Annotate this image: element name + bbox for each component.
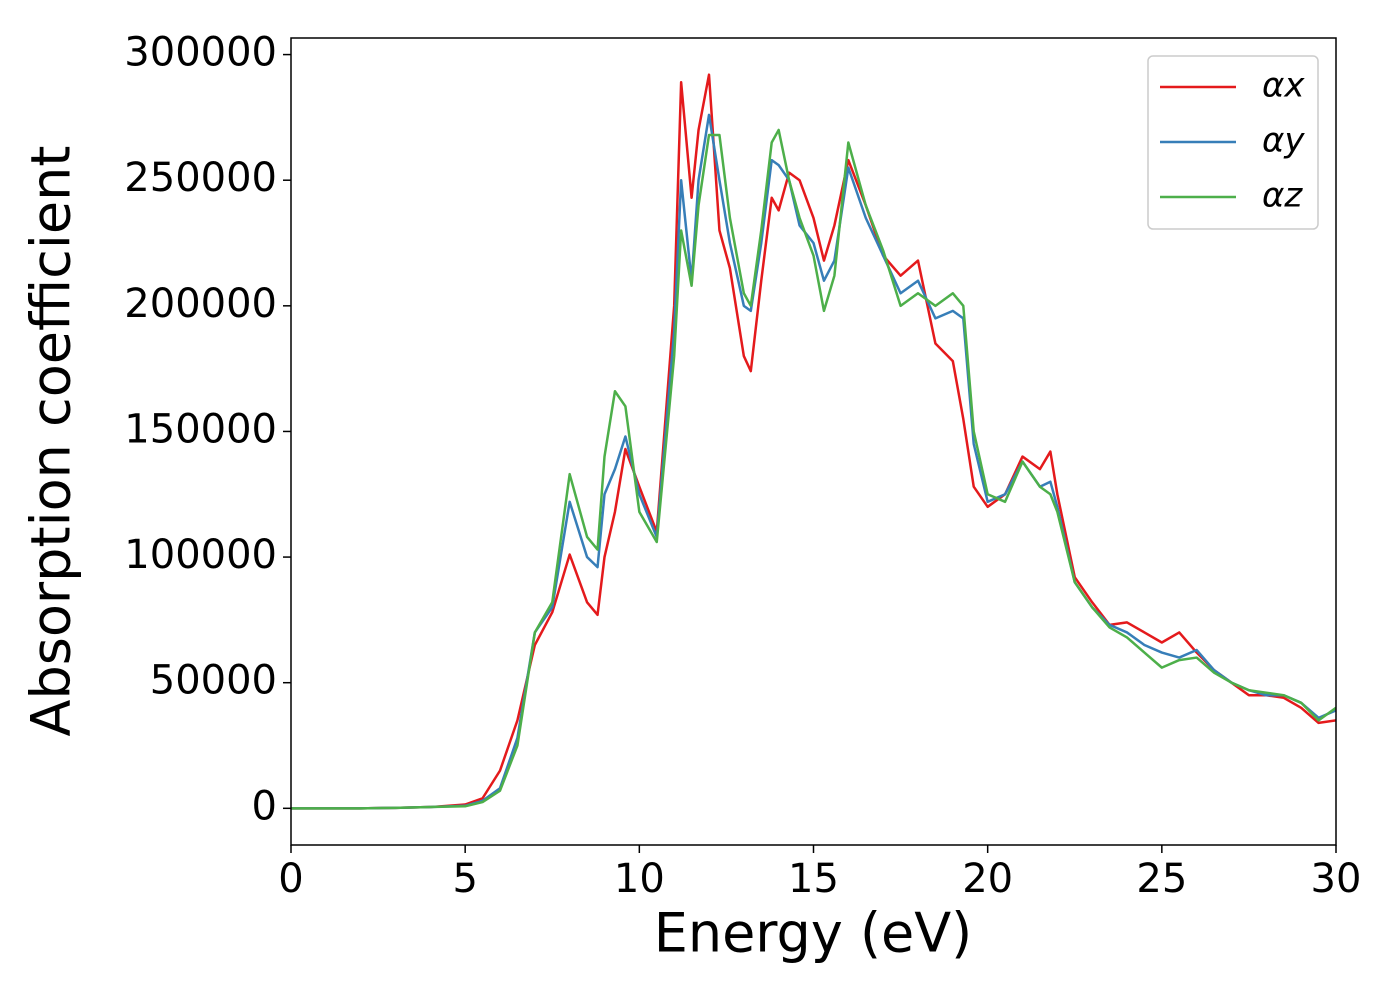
y-tick-label: 150000 bbox=[124, 406, 277, 452]
legend-label: αz bbox=[1262, 176, 1303, 216]
plot-frame bbox=[290, 37, 1337, 846]
x-tick-label: 30 bbox=[1311, 856, 1362, 902]
x-axis-label: Energy (eV) bbox=[654, 902, 973, 965]
y-tick-label: 0 bbox=[252, 783, 277, 829]
y-tick-label: 50000 bbox=[150, 658, 277, 704]
x-tick-label: 15 bbox=[788, 856, 839, 902]
x-tick-label: 20 bbox=[962, 856, 1013, 902]
data-line bbox=[291, 73, 1336, 810]
x-tick-label: 10 bbox=[614, 856, 665, 902]
y-tick-label: 250000 bbox=[124, 155, 277, 201]
y-tick-label: 100000 bbox=[124, 532, 277, 578]
y-tick-label: 300000 bbox=[124, 30, 277, 76]
data-line bbox=[291, 113, 1336, 810]
x-tick-label: 0 bbox=[278, 856, 303, 902]
legend-label: αy bbox=[1262, 121, 1305, 161]
legend-label: αx bbox=[1262, 66, 1305, 106]
y-tick-label: 200000 bbox=[124, 281, 277, 327]
data-line bbox=[291, 128, 1336, 810]
x-tick-label: 25 bbox=[1136, 856, 1187, 902]
x-tick-label: 5 bbox=[452, 856, 477, 902]
y-axis-label: Absorption coefficient bbox=[20, 146, 83, 737]
